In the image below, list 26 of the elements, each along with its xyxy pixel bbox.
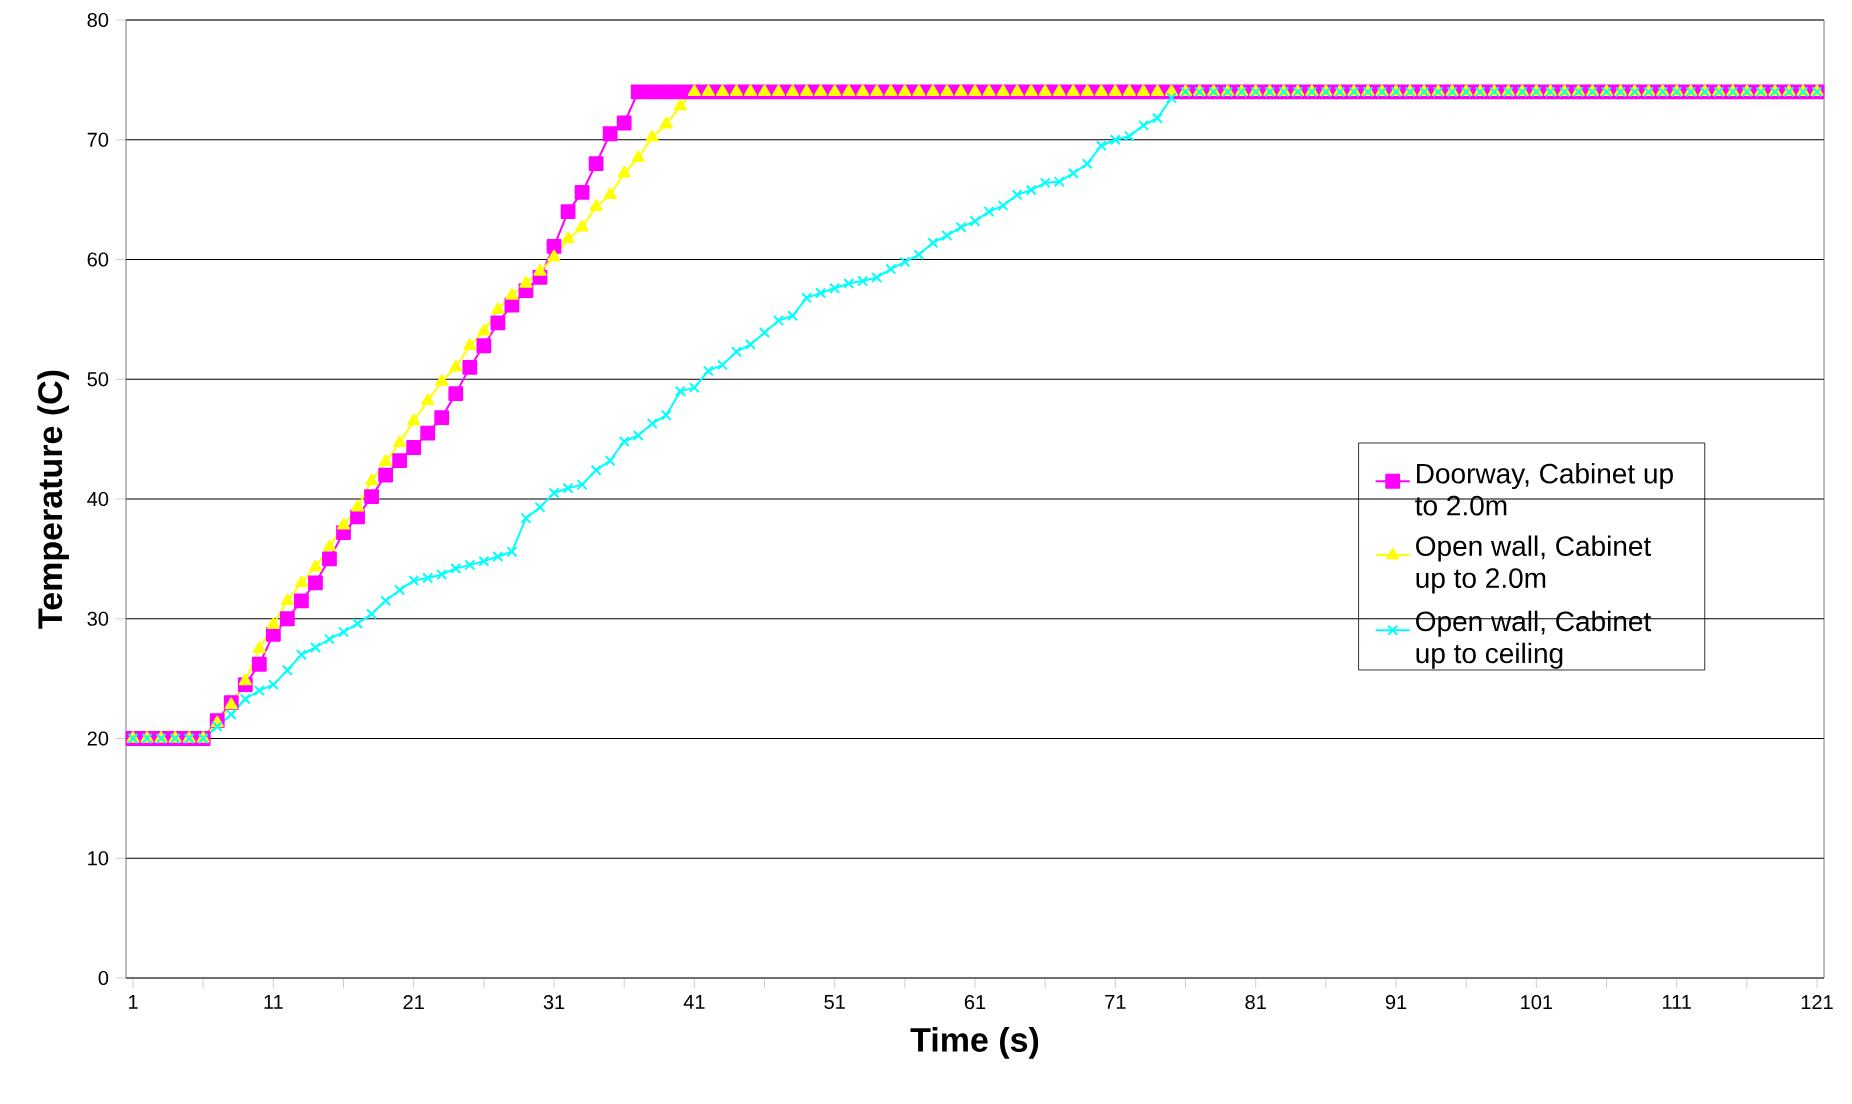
- x-tick-label: 91: [1385, 995, 1407, 1010]
- x-tick-label: 11: [264, 995, 283, 1009]
- x-tick-label: 71: [1105, 995, 1126, 1009]
- x-tick-label: 81: [1245, 995, 1266, 1010]
- x-tick-label: 51: [824, 995, 845, 1010]
- y-tick-label: 40: [87, 491, 109, 507]
- x-tick-label: 31: [543, 995, 565, 1010]
- x-tick-label: 111: [1663, 995, 1691, 1009]
- legend-label: Doorway, Cabinet up to 2.0m: [1415, 462, 1673, 516]
- y-tick-label: 80: [87, 12, 109, 28]
- y-axis-title: Temperature (C): [37, 370, 69, 629]
- y-tick-label: 60: [87, 252, 109, 267]
- y-tick-label: 10: [88, 851, 109, 866]
- y-tick-label: 70: [87, 132, 109, 147]
- x-tick-label: 121: [1801, 995, 1833, 1010]
- x-tick-label: 21: [403, 995, 424, 1010]
- x-axis-title: Time (s): [910, 1026, 1039, 1059]
- x-tick-label: 41: [683, 995, 705, 1009]
- y-tick-label: 20: [87, 731, 109, 746]
- x-tick-label: 101: [1521, 995, 1553, 1010]
- x-tick-label: 61: [964, 995, 986, 1010]
- legend-label: Open wall, Cabinet up to 2.0m: [1416, 535, 1652, 594]
- y-tick-label: 30: [87, 611, 109, 626]
- y-tick-label: 50: [87, 372, 109, 387]
- y-tick-label: 0: [98, 970, 109, 986]
- x-tick-label: 1: [129, 995, 138, 1009]
